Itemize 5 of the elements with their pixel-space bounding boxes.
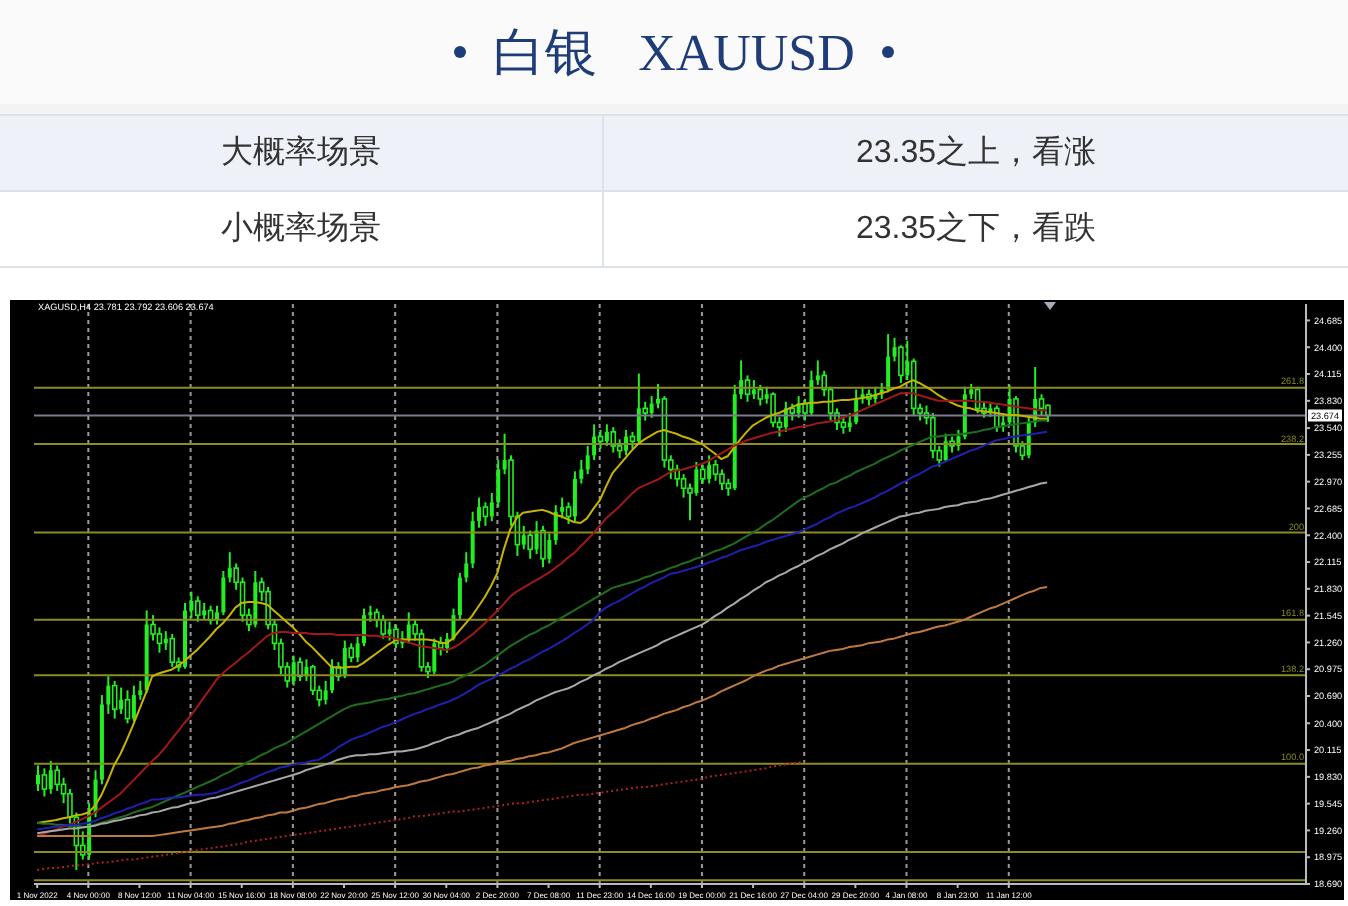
text: 大概率场景 bbox=[0, 116, 604, 190]
text: 23.35之下，看跌 bbox=[853, 209, 1099, 250]
chart-title: 白银 XAUUSD bbox=[493, 21, 855, 85]
text: 23.35之上，看涨 bbox=[853, 133, 1099, 174]
text: 小概率场景 bbox=[0, 192, 604, 266]
